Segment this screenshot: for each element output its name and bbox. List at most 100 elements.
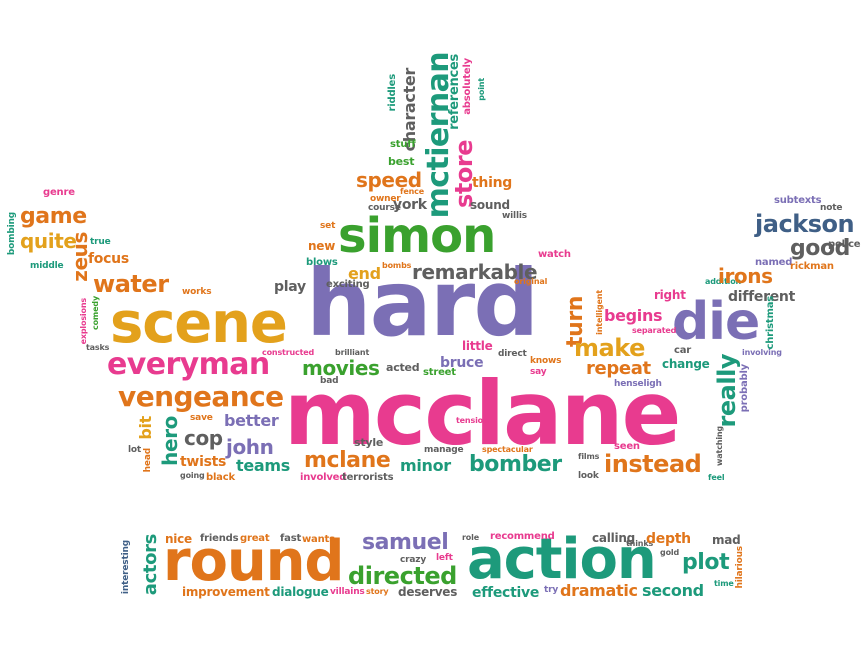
word-black: black	[206, 472, 235, 483]
word-vengeance: vengeance	[118, 380, 284, 413]
word-street: street	[423, 367, 456, 378]
word-fence: fence	[400, 187, 424, 196]
word-left: left	[436, 553, 453, 563]
word-style: style	[354, 436, 384, 449]
word-explosions: explosions	[79, 298, 88, 345]
word-begins: begins	[604, 306, 663, 325]
word-best: best	[388, 155, 415, 168]
word-water: water	[93, 270, 169, 298]
word-little: little	[462, 339, 493, 353]
word-intelligent: intelligent	[595, 290, 604, 335]
word-exciting: exciting	[326, 279, 370, 290]
word-seen: seen	[614, 441, 640, 452]
word-game: game	[20, 204, 87, 229]
word-stuff: stuff	[390, 139, 416, 150]
word-friends: friends	[200, 533, 239, 544]
word-willis: willis	[502, 211, 527, 221]
word-manage: manage	[424, 445, 464, 455]
word-teams: teams	[236, 456, 290, 475]
word-different: different	[728, 289, 796, 305]
word-named: named	[755, 257, 793, 268]
word-bombs: bombs	[382, 261, 412, 270]
word-wants: wants	[302, 534, 335, 545]
word-tasks: tasks	[86, 343, 110, 352]
word-instead: instead	[604, 450, 702, 478]
word-note: note	[820, 203, 843, 213]
word-terrorists: terrorists	[342, 472, 394, 483]
word-role: role	[462, 533, 479, 542]
word-car: car	[674, 345, 692, 356]
word-quite: quite	[20, 229, 77, 253]
word-sound: sound	[470, 198, 510, 212]
word-try: try	[544, 585, 559, 595]
word-good: good	[790, 236, 850, 261]
word-say: say	[530, 367, 547, 377]
word-works: works	[182, 287, 212, 297]
word-bomber: bomber	[469, 452, 562, 477]
word-going: going	[180, 471, 205, 480]
word-scene: scene	[110, 291, 288, 356]
word-effective: effective	[472, 585, 540, 601]
word-twists: twists	[180, 454, 227, 470]
word-mad: mad	[712, 533, 741, 547]
word-dramatic: dramatic	[560, 581, 638, 600]
word-minor: minor	[400, 456, 451, 475]
word-interesting: interesting	[121, 540, 131, 595]
word-focus: focus	[88, 251, 129, 267]
word-watching: watching	[715, 426, 724, 466]
word-great: great	[240, 533, 270, 544]
word-absolutely: absolutely	[462, 58, 473, 115]
word-deserves: deserves	[398, 585, 458, 599]
word-probably: probably	[739, 364, 750, 413]
word-everyman: everyman	[107, 347, 270, 382]
word-point: point	[477, 78, 486, 101]
word-zeus: zeus	[68, 232, 92, 282]
word-bruce: bruce	[440, 355, 484, 371]
word-speed: speed	[356, 168, 422, 192]
word-films: films	[578, 452, 600, 461]
word-bit: bit	[136, 416, 155, 440]
word-calling: calling	[592, 531, 636, 545]
word-direct: direct	[498, 349, 527, 359]
word-set: set	[320, 221, 336, 231]
word-change: change	[662, 357, 710, 371]
word-knows: knows	[530, 356, 562, 366]
word-separated: separated	[632, 326, 677, 335]
word-bad: bad	[320, 376, 339, 386]
word-look: look	[578, 471, 599, 481]
word-irons: irons	[718, 264, 773, 288]
word-story: story	[366, 587, 389, 596]
word-hard: hard	[306, 250, 539, 357]
word-end: end	[348, 264, 381, 283]
word-second: second	[642, 581, 704, 600]
word-henseligh: henseligh	[614, 379, 662, 389]
word-dialogue: dialogue	[272, 585, 329, 599]
word-improvement: improvement	[182, 585, 270, 599]
word-comedy: comedy	[91, 296, 100, 330]
word-involved: involved	[300, 472, 347, 483]
word-actors: actors	[140, 534, 161, 596]
word-true: true	[90, 237, 111, 247]
word-gold: gold	[660, 548, 680, 557]
word-tension: tension	[456, 416, 489, 425]
word-nice: nice	[165, 532, 192, 546]
word-hilarious: hilarious	[735, 546, 745, 589]
word-subtexts: subtexts	[774, 195, 822, 206]
word-die: die	[672, 292, 760, 352]
word-jackson: jackson	[755, 210, 855, 238]
word-middle: middle	[30, 261, 64, 271]
word-repeat: repeat	[586, 358, 651, 379]
word-movies: movies	[302, 356, 380, 380]
word-blows: blows	[306, 257, 338, 268]
word-better: better	[224, 411, 279, 430]
word-recommend: recommend	[490, 531, 555, 542]
word-christmas: christmas	[765, 296, 776, 350]
word-villains: villains	[330, 587, 365, 597]
word-make: make	[574, 334, 645, 362]
word-owner: owner	[370, 194, 401, 204]
word-play: play	[274, 279, 306, 295]
word-cop: cop	[184, 426, 223, 450]
word-mclane: mclane	[304, 448, 391, 473]
word-police: police	[828, 239, 861, 250]
